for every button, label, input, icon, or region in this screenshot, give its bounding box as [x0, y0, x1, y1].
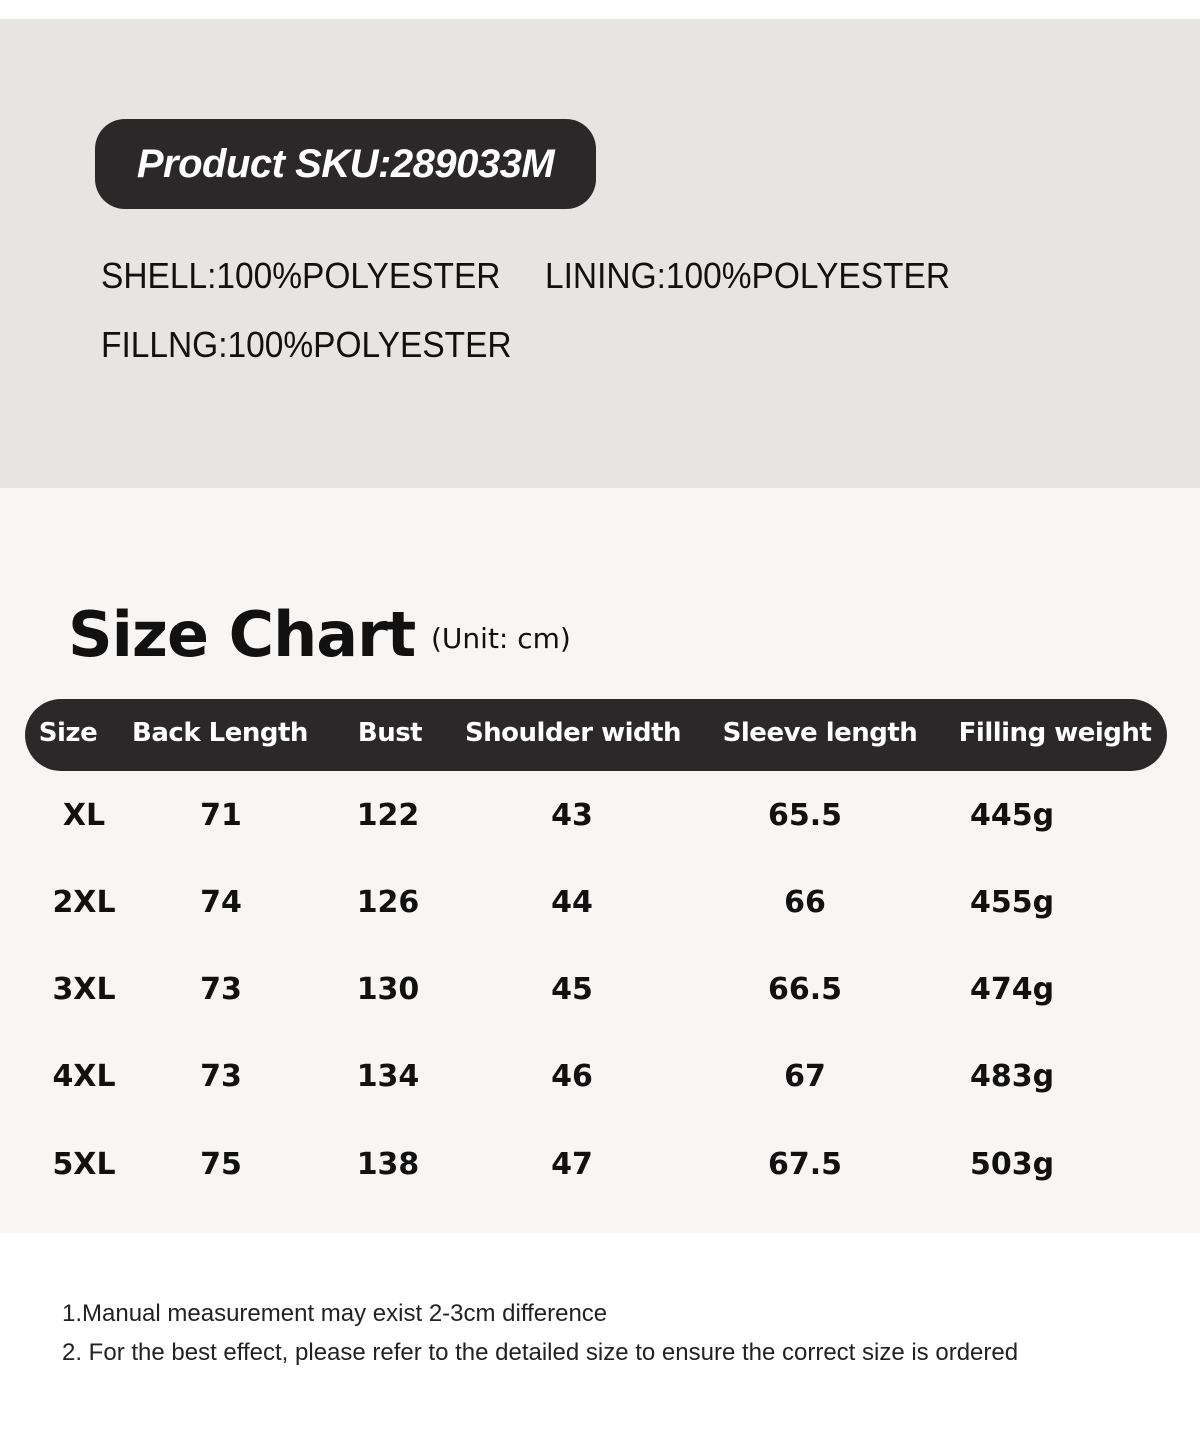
table-cell: 67 [784, 1059, 826, 1094]
table-cell: 44 [551, 885, 593, 920]
table-cell: 74 [200, 885, 242, 920]
table-cell: 66.5 [767, 972, 843, 1007]
material-lining: LINING:100%POLYESTER [545, 255, 950, 297]
material-value: 100%POLYESTER [227, 324, 512, 365]
column-header: Filling weight [958, 718, 1152, 748]
table-cell: 483g [969, 1059, 1055, 1094]
note-2: 2. For the best effect, please refer to … [62, 1339, 1019, 1366]
table-cell: 46 [551, 1059, 593, 1094]
table-cell: 474g [969, 972, 1055, 1007]
table-cell: 4XL [52, 1059, 116, 1094]
material-filling: FILLNG:100%POLYESTER [101, 324, 512, 366]
column-header: Sleeve length [722, 718, 918, 748]
sku-badge: Product SKU:289033M [95, 119, 596, 209]
table-header [25, 699, 1167, 771]
table-cell: 67.5 [767, 1147, 843, 1182]
table-cell: 65.5 [767, 798, 843, 833]
table-cell: 66 [784, 885, 826, 920]
table-cell: 503g [969, 1147, 1055, 1182]
table-cell: 455g [969, 885, 1055, 920]
table-cell: 75 [200, 1147, 242, 1182]
material-value: 100%POLYESTER [665, 255, 951, 296]
size-chart-title: Size Chart [68, 598, 416, 671]
table-cell: 71 [200, 798, 242, 833]
column-header: Shoulder width [464, 718, 682, 748]
material-label: LINING: [545, 255, 666, 296]
table-cell: 73 [200, 1059, 242, 1094]
material-shell: SHELL:100%POLYESTER [101, 255, 500, 297]
table-cell: 2XL [52, 885, 116, 920]
note-1: 1.Manual measurement may exist 2-3cm dif… [62, 1300, 608, 1327]
table-cell: 3XL [52, 972, 116, 1007]
material-value: 100%POLYESTER [216, 255, 501, 296]
column-header: Back Length [132, 718, 308, 748]
table-cell: 130 [356, 972, 420, 1007]
table-cell: 126 [356, 885, 420, 920]
table-cell: 45 [551, 972, 593, 1007]
table-cell: 47 [551, 1147, 593, 1182]
table-cell: 138 [356, 1147, 420, 1182]
table-cell: 122 [356, 798, 420, 833]
material-label: SHELL: [101, 255, 217, 296]
table-cell: 43 [551, 798, 593, 833]
material-label: FILLNG: [101, 324, 228, 365]
table-cell: XL [62, 798, 106, 833]
column-header: Size [38, 718, 98, 748]
size-chart-unit: (Unit: cm) [431, 622, 571, 655]
table-cell: 5XL [52, 1147, 116, 1182]
column-header: Bust [357, 718, 423, 748]
table-cell: 73 [200, 972, 242, 1007]
product-info-section [0, 19, 1200, 488]
table-cell: 134 [356, 1059, 420, 1094]
size-chart-section [0, 488, 1200, 1233]
table-cell: 445g [969, 798, 1055, 833]
